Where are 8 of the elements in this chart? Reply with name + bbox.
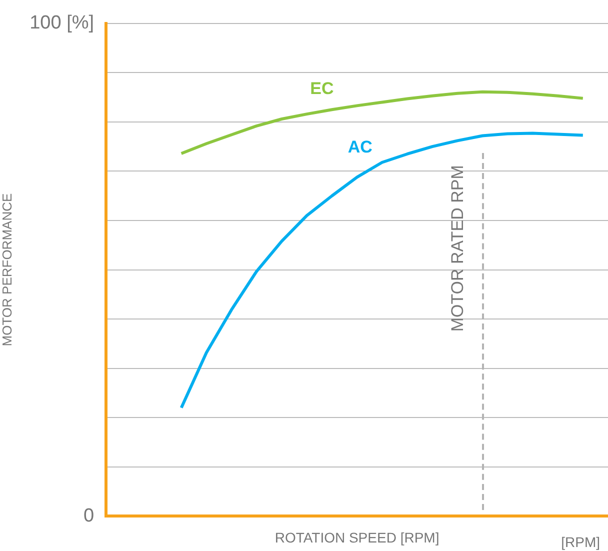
- y-tick-label: 100 [%]: [30, 12, 94, 34]
- series-label: EC: [310, 78, 334, 98]
- y-axis-title: MOTOR PERFORMANCE: [0, 193, 14, 346]
- x-axis-title: ROTATION SPEED [RPM]: [274, 529, 440, 546]
- y-tick-label: 0: [83, 505, 94, 526]
- annotation: MOTOR RATED RPM: [448, 165, 468, 332]
- series-label: AC: [348, 138, 372, 157]
- text: [RPM]: [561, 534, 600, 550]
